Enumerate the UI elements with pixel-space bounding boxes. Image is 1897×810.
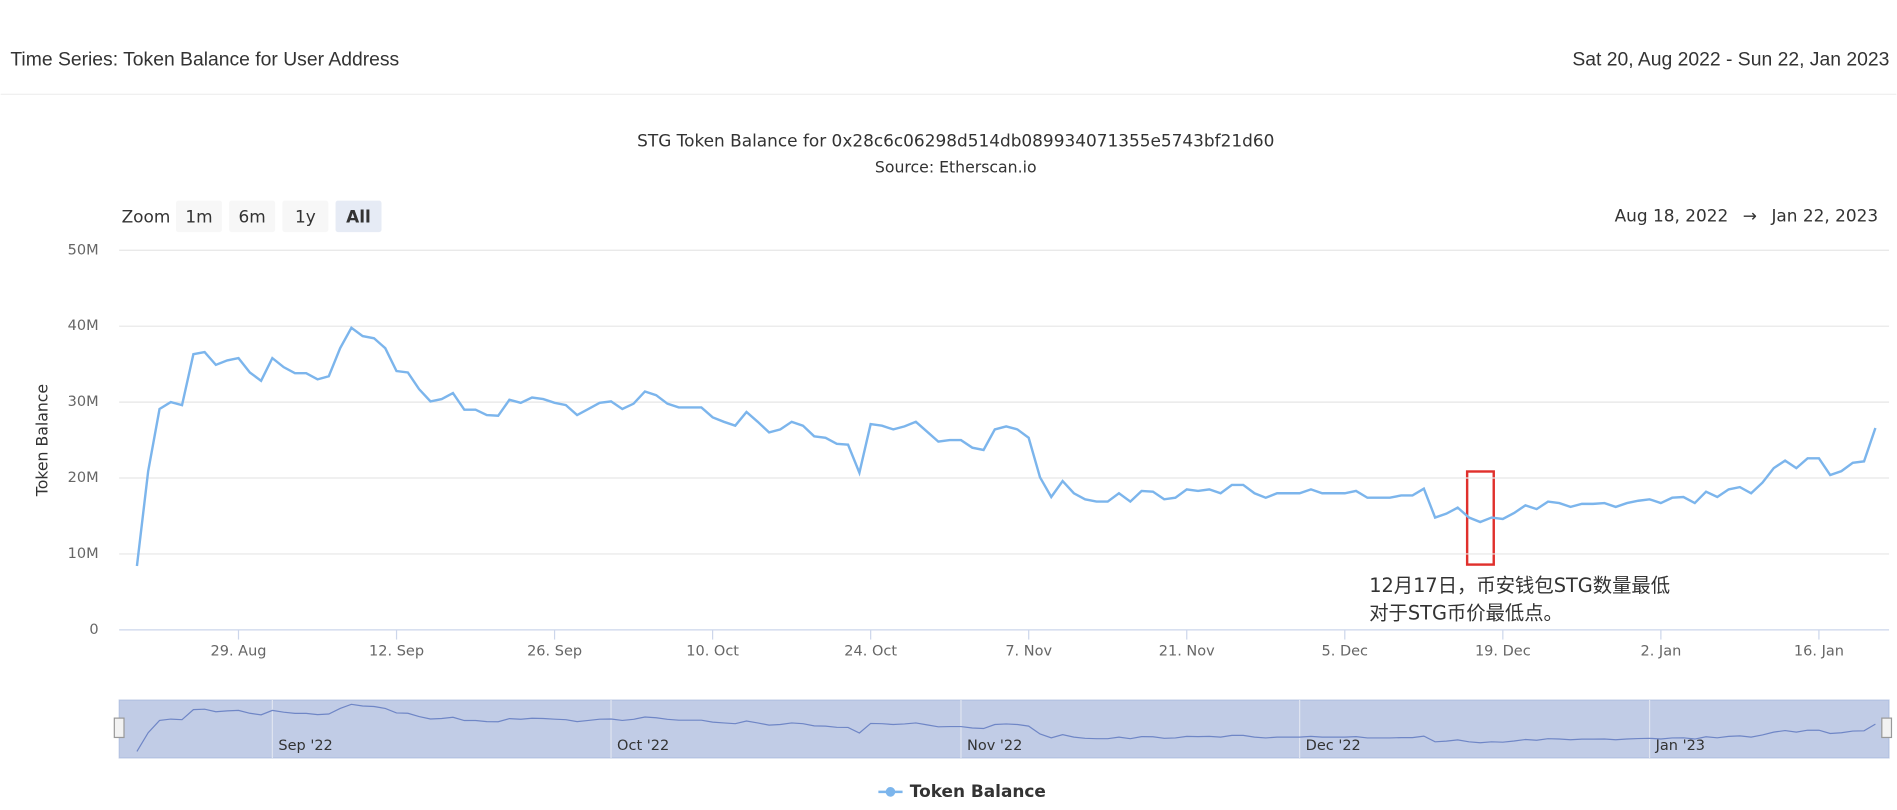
y-tick-label: 50M [68,242,99,258]
legend-label: Token Balance [910,781,1046,801]
header-title: Time Series: Token Balance for User Addr… [10,49,399,71]
y-tick-label: 40M [68,318,99,334]
navigator-line [136,703,1876,752]
y-tick-label: 10M [68,546,99,562]
x-tick-label: 7. Nov [1005,644,1052,660]
x-tick-label: 2. Jan [1640,644,1681,660]
navigator-tick-label: Jan '23 [1655,738,1705,754]
chart-title: STG Token Balance for 0x28c6c06298d514db… [637,130,1274,150]
header-date-range: Sat 20, Aug 2022 - Sun 22, Jan 2023 [1572,49,1889,71]
series-line [135,325,1877,567]
x-tick-label: 10. Oct [686,644,739,660]
zoom-button[interactable] [229,200,276,233]
x-tick-label: 12. Sep [369,644,424,660]
navigator-handle[interactable] [1881,717,1893,739]
navigator [118,699,1890,759]
zoom-button-label: 1y [295,207,316,227]
x-tick-label: 16. Jan [1794,644,1844,660]
range-to[interactable]: Jan 22, 2023 [1770,205,1878,225]
x-tick-label: 24. Oct [844,644,897,660]
y-tick-label: 20M [68,470,99,486]
zoom-button[interactable] [175,200,222,233]
navigator-tick-label: Nov '22 [967,738,1022,754]
navigator-tick-label: Sep '22 [278,738,332,754]
zoom-label: Zoom [122,207,171,227]
range-arrow: → [1743,205,1757,225]
range-from[interactable]: Aug 18, 2022 [1615,205,1729,225]
navigator-tick-label: Dec '22 [1306,738,1361,754]
navigator-handle[interactable] [113,717,125,739]
chart-subtitle: Source: Etherscan.io [875,158,1037,177]
zoom-buttons: 1m 6m 1y All [175,200,382,233]
x-tick-label: 21. Nov [1159,644,1215,660]
annotation-text: 12月17日，币安钱包STG数量最低 [1369,574,1670,597]
range-display: Aug 18, 2022 → Jan 22, 2023 [1615,205,1879,225]
zoom-button[interactable] [282,200,329,233]
x-tick-label: 26. Sep [527,644,582,660]
zoom-button[interactable] [335,200,382,233]
zoom-button-label: 1m [185,207,212,227]
annotation-text: 对于STG币价最低点。 [1369,602,1563,625]
y-tick-label: 0 [89,622,98,638]
x-tick-label: 29. Aug [211,644,267,660]
zoom-button-label: 6m [239,207,266,227]
zoom-button-label: All [346,207,371,227]
navigator-tick-label: Oct '22 [617,738,669,754]
y-axis-title: Token Balance [32,384,51,497]
legend[interactable]: Token Balance [878,781,1046,801]
navigator-mask[interactable] [119,699,1890,759]
x-tick-label: 19. Dec [1475,644,1531,660]
y-tick-label: 30M [68,394,99,410]
legend-marker [885,787,896,797]
x-tick-label: 5. Dec [1322,644,1369,660]
